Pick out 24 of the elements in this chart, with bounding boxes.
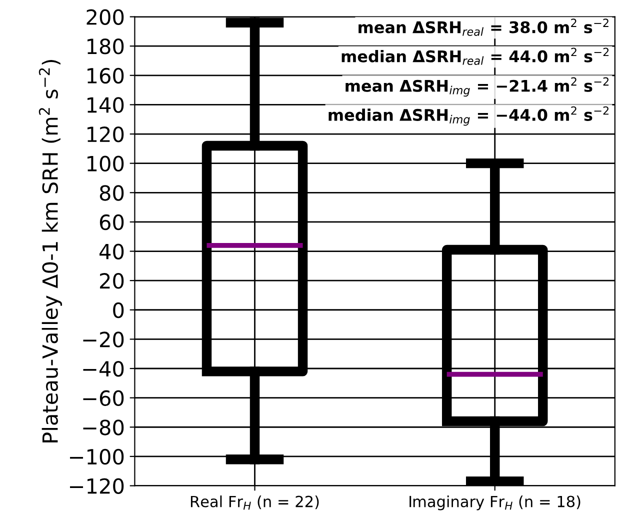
y-tick-label: −20 xyxy=(83,332,124,348)
y-tick-label: 60 xyxy=(100,214,124,230)
annotation: mean ΔSRH$_{img}$ = −21.4 m$^{2}$ s$^{−2}$ xyxy=(346,77,609,97)
x-tick-label: Imaginary Fr$_{H}$ (n = 18) xyxy=(410,495,580,510)
y-tick-label: 180 xyxy=(88,38,124,54)
y-tick-label: 140 xyxy=(88,97,124,113)
y-tick-label: −60 xyxy=(83,390,124,406)
y-tick-label: −100 xyxy=(70,448,124,465)
annotation: median ΔSRH$_{img}$ = −44.0 m$^{2}$ s$^{−2}$ xyxy=(328,106,608,126)
y-tick-label: −40 xyxy=(83,360,124,377)
y-tick-label: 120 xyxy=(88,126,124,142)
y-tick-label: 40 xyxy=(100,244,124,260)
x-tick-label: Real Fr$_{H}$ (n = 22) xyxy=(190,495,319,510)
y-tick-label: 0 xyxy=(113,302,124,318)
y-tick-label: −120 xyxy=(70,478,124,494)
annotation: mean ΔSRH$_{real}$ = 38.0 m$^{2}$ s$^{−2}$ xyxy=(358,18,608,36)
y-tick-label: 100 xyxy=(88,156,124,172)
annotation: median ΔSRH$_{real}$ = 44.0 m$^{2}$ s$^{−2}$ xyxy=(342,48,609,65)
y-tick-label: 200 xyxy=(86,9,124,25)
y-tick-label: −80 xyxy=(83,420,124,436)
y-tick-label: 20 xyxy=(100,273,124,289)
y-axis-title: Plateau-Valley Δ0-1 km SRH (m$^{2}$ s$^{−2}$) xyxy=(38,60,62,442)
y-tick-label: 160 xyxy=(88,68,124,84)
y-tick-label: 80 xyxy=(100,185,124,201)
